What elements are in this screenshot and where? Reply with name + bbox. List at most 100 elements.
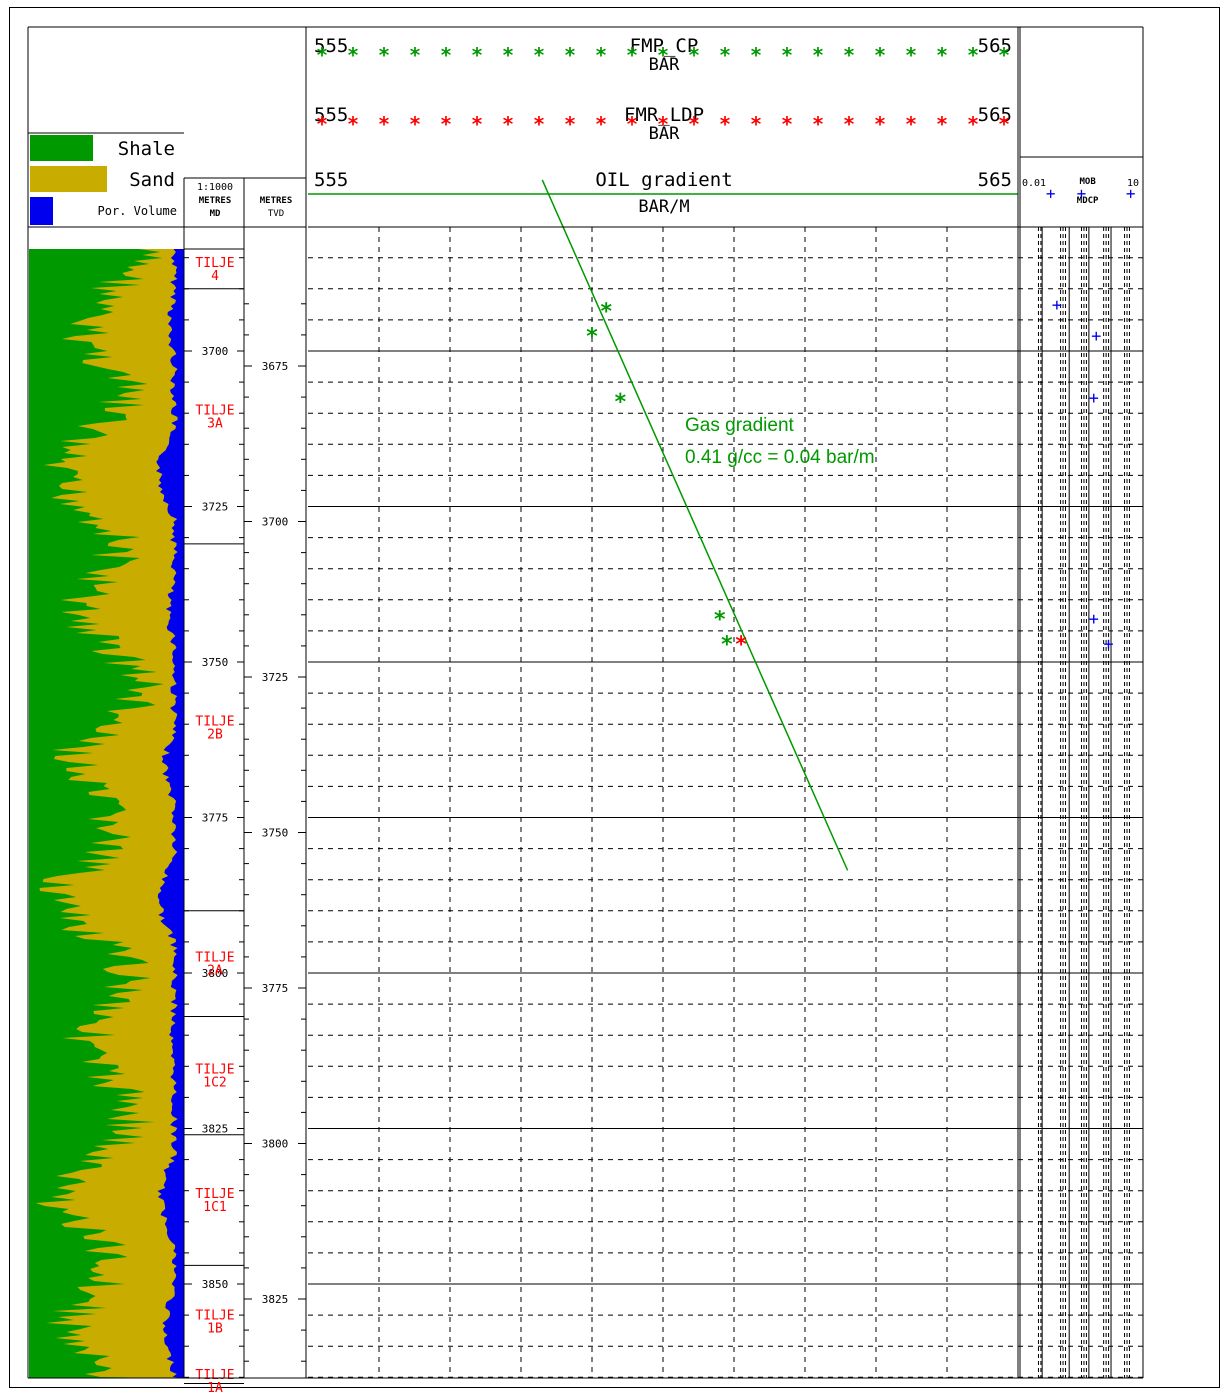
header-min: 555: [314, 35, 348, 57]
md-label: MD: [210, 209, 221, 219]
md-tick-label: 3775: [202, 812, 229, 825]
shale-legend-label: Shale: [118, 138, 175, 160]
header-symbol: *: [595, 112, 607, 136]
header-name: FMR_LDP: [624, 104, 704, 126]
tvd-tick-label: 3675: [262, 360, 289, 373]
header-symbol: *: [812, 43, 824, 67]
header-symbol: *: [564, 43, 576, 67]
mob-label: MOB: [1080, 177, 1097, 187]
header-symbol: *: [967, 112, 979, 136]
sand-legend-label: Sand: [129, 169, 175, 191]
header-symbol: *: [750, 112, 762, 136]
header-symbol: *: [378, 112, 390, 136]
tvd-tick-label: 3725: [262, 671, 289, 684]
zone-name: TILJE: [195, 403, 234, 418]
tvd-label: TVD: [268, 209, 284, 219]
mob-legend-cross: +: [1046, 184, 1056, 203]
gradient-annotation-title: Gas gradient: [685, 415, 795, 436]
header-symbol: *: [750, 43, 762, 67]
header-symbol: *: [998, 112, 1010, 136]
depth-scale: 1:1000: [197, 182, 233, 193]
header-symbol: *: [874, 112, 886, 136]
header-symbol: *: [688, 43, 700, 67]
porosity-fill: [156, 249, 184, 1378]
header-symbol: *: [409, 112, 421, 136]
zone-name: TILJE: [195, 1309, 234, 1324]
tvd-tick-label: 3800: [262, 1138, 289, 1151]
mob-point: +: [1089, 609, 1099, 629]
zone-name: TILJE: [195, 256, 234, 271]
header-max: 565: [978, 104, 1012, 126]
header-symbol: *: [688, 112, 700, 136]
header-symbol: *: [967, 43, 979, 67]
mob-point: +: [1052, 295, 1062, 315]
zone-name: TILJE: [195, 951, 234, 966]
zone-code: 1C1: [203, 1200, 226, 1215]
fmp-cp-point: *: [585, 324, 598, 349]
fmp-cp-point: *: [720, 632, 733, 657]
zone-name: TILJE: [195, 1187, 234, 1202]
header-symbol: *: [657, 112, 669, 136]
lithology-legend: Shale Sand Por. Volume: [30, 135, 177, 225]
pressure-data: ***** *: [541, 179, 849, 871]
fmr-ldp-point: *: [734, 632, 747, 657]
track-borders: [27, 26, 1144, 1379]
zone-code: 4: [211, 269, 219, 284]
header-unit: BAR: [649, 124, 680, 144]
header-symbol: *: [843, 112, 855, 136]
header-symbol: *: [533, 43, 545, 67]
header-symbol: *: [347, 43, 359, 67]
fmp-cp-point: *: [614, 390, 627, 415]
header-symbol: *: [471, 112, 483, 136]
zone-code: 1B: [207, 1322, 223, 1337]
zone-code: 3A: [207, 416, 223, 431]
header-symbol: *: [626, 112, 638, 136]
header-symbol: *: [378, 43, 390, 67]
gradient-line: [541, 179, 849, 871]
zone-code: 1C2: [203, 1076, 226, 1091]
header-symbol: *: [316, 43, 328, 67]
porosity-legend-label: Por. Volume: [98, 204, 177, 218]
header-unit: BAR/M: [638, 197, 689, 217]
header-symbol: *: [905, 112, 917, 136]
header-symbol: *: [781, 112, 793, 136]
md-unit: METRES: [199, 196, 232, 206]
header-symbol: *: [502, 43, 514, 67]
zone-code: 2B: [207, 727, 223, 742]
header-symbol: *: [626, 43, 638, 67]
header-symbol: *: [440, 112, 452, 136]
sand-swatch: [30, 166, 107, 192]
mob-point: +: [1103, 634, 1113, 654]
header-symbol: *: [874, 43, 886, 67]
mob-legend-cross: +: [1126, 184, 1136, 203]
header-symbol: *: [440, 43, 452, 67]
gradient-annotation: Gas gradient 0.41 g/cc = 0.04 bar/m: [685, 415, 875, 468]
header-symbol: *: [936, 112, 948, 136]
zone-code: 1A: [207, 1381, 223, 1394]
zone-name: TILJE: [195, 714, 234, 729]
tvd-unit: METRES: [260, 196, 293, 206]
log-frame: [9, 7, 1220, 1388]
zone-code: 2A: [207, 964, 223, 979]
header-symbol: *: [843, 43, 855, 67]
lithology-track: [29, 249, 184, 1378]
header-name: FMP_CP: [630, 35, 699, 57]
header-symbol: *: [502, 112, 514, 136]
md-tick-label: 3850: [202, 1278, 229, 1291]
mob-point: +: [1089, 389, 1099, 409]
header-symbol: *: [657, 43, 669, 67]
header-symbol: *: [781, 43, 793, 67]
mob-legend-cross: +: [1077, 184, 1087, 203]
header-symbol: *: [812, 112, 824, 136]
zone-name: TILJE: [195, 1368, 234, 1383]
header-name: OIL gradient: [595, 169, 732, 191]
fmp-cp-point: *: [713, 607, 726, 632]
header-min: 555: [314, 169, 348, 191]
header-symbol: *: [409, 43, 421, 67]
fmp-cp-point: *: [600, 300, 613, 325]
header-symbol: *: [998, 43, 1010, 67]
zone-name: TILJE: [195, 1063, 234, 1078]
mob-label2: MDCP: [1077, 196, 1099, 206]
header-max: 565: [978, 169, 1012, 191]
